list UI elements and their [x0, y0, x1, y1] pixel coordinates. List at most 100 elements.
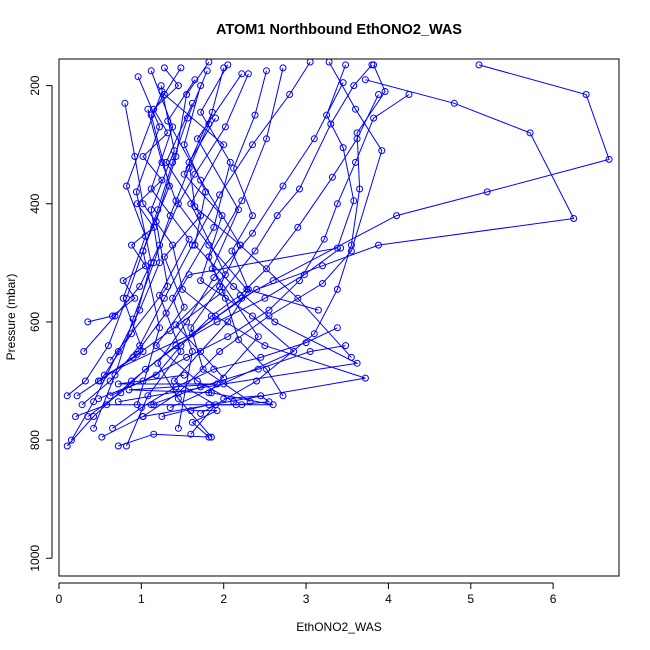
data-point — [172, 342, 180, 350]
data-point — [188, 330, 196, 338]
data-point — [228, 247, 236, 255]
data-point — [254, 365, 262, 373]
data-point — [67, 436, 75, 444]
data-point — [133, 200, 141, 208]
data-point — [216, 283, 224, 290]
data-point — [220, 141, 228, 149]
data-point — [218, 288, 226, 296]
data-point — [121, 99, 129, 107]
data-point — [251, 111, 259, 119]
data-point — [156, 259, 163, 267]
data-point — [350, 82, 358, 90]
data-point — [296, 185, 303, 193]
data-point — [98, 433, 106, 441]
chart-title: ATOM1 Northbound EthONO2_WAS — [216, 22, 462, 38]
data-point — [191, 76, 199, 84]
data-point — [199, 365, 207, 373]
y-axis: 200 400 600 800 1000 — [28, 75, 53, 572]
data-point — [294, 223, 302, 231]
data-point — [370, 61, 378, 69]
x-tick-label: 5 — [467, 592, 474, 606]
data-point — [142, 365, 149, 373]
series-35 — [109, 324, 341, 432]
data-point — [174, 200, 182, 208]
data-point — [164, 129, 172, 137]
data-point — [139, 413, 147, 420]
data-point — [356, 185, 364, 193]
data-point — [605, 155, 613, 163]
series-3 — [169, 61, 234, 432]
series-26 — [95, 61, 376, 385]
data-point — [205, 401, 213, 409]
data-point — [156, 241, 163, 249]
x-tick-label: 4 — [385, 592, 392, 606]
data-point — [230, 164, 238, 172]
data-point — [156, 291, 163, 299]
series-line — [112, 327, 338, 429]
series-30 — [170, 67, 270, 438]
series-18 — [185, 114, 254, 406]
data-point — [483, 188, 491, 196]
data-point — [95, 395, 102, 403]
data-point — [279, 182, 287, 190]
data-point — [375, 91, 382, 98]
data-point — [279, 64, 287, 72]
series-32 — [95, 91, 413, 403]
data-point — [213, 318, 221, 326]
series-line — [66, 70, 208, 397]
data-point — [405, 91, 413, 98]
data-point — [265, 398, 273, 406]
data-point — [221, 123, 229, 131]
data-point — [106, 356, 114, 364]
data-point — [123, 294, 130, 302]
data-point — [185, 271, 193, 279]
data-point — [184, 114, 191, 122]
data-point — [378, 147, 386, 155]
data-point — [136, 283, 144, 290]
plot-border — [58, 58, 620, 577]
data-point — [244, 70, 252, 78]
data-point — [220, 380, 228, 388]
data-point — [350, 197, 358, 205]
series-29 — [63, 67, 211, 400]
y-tick-label: 600 — [28, 312, 42, 332]
data-point — [162, 309, 170, 317]
data-point — [139, 348, 147, 355]
x-tick-label: 3 — [303, 592, 310, 606]
data-point — [172, 383, 180, 391]
series-line — [75, 374, 274, 417]
data-point — [160, 64, 168, 72]
data-point — [169, 241, 177, 249]
data-point — [170, 147, 178, 155]
data-point — [154, 206, 162, 214]
data-point — [95, 377, 102, 385]
data-point — [111, 371, 119, 379]
series-24 — [100, 76, 578, 379]
data-point — [139, 153, 147, 160]
data-point — [253, 377, 261, 385]
series-33 — [63, 244, 345, 450]
data-point — [294, 294, 302, 302]
x-tick-label: 6 — [550, 592, 557, 606]
data-point — [216, 348, 224, 355]
data-point — [238, 294, 246, 302]
data-point — [286, 91, 294, 98]
data-point — [238, 197, 246, 205]
data-point — [139, 247, 147, 255]
data-point — [160, 253, 168, 261]
data-point — [342, 342, 350, 350]
data-point — [166, 327, 174, 335]
data-point — [570, 215, 578, 222]
series-line — [200, 64, 386, 414]
data-point — [393, 212, 401, 220]
series-line — [118, 410, 218, 447]
data-point — [314, 306, 322, 314]
data-point — [106, 377, 114, 385]
series-line — [70, 85, 175, 441]
data-point — [232, 401, 240, 409]
data-point — [197, 277, 205, 285]
data-point — [333, 285, 341, 293]
data-point — [361, 76, 369, 84]
y-axis-label: Pressure (mbar) — [4, 274, 18, 361]
series-line — [98, 64, 373, 382]
